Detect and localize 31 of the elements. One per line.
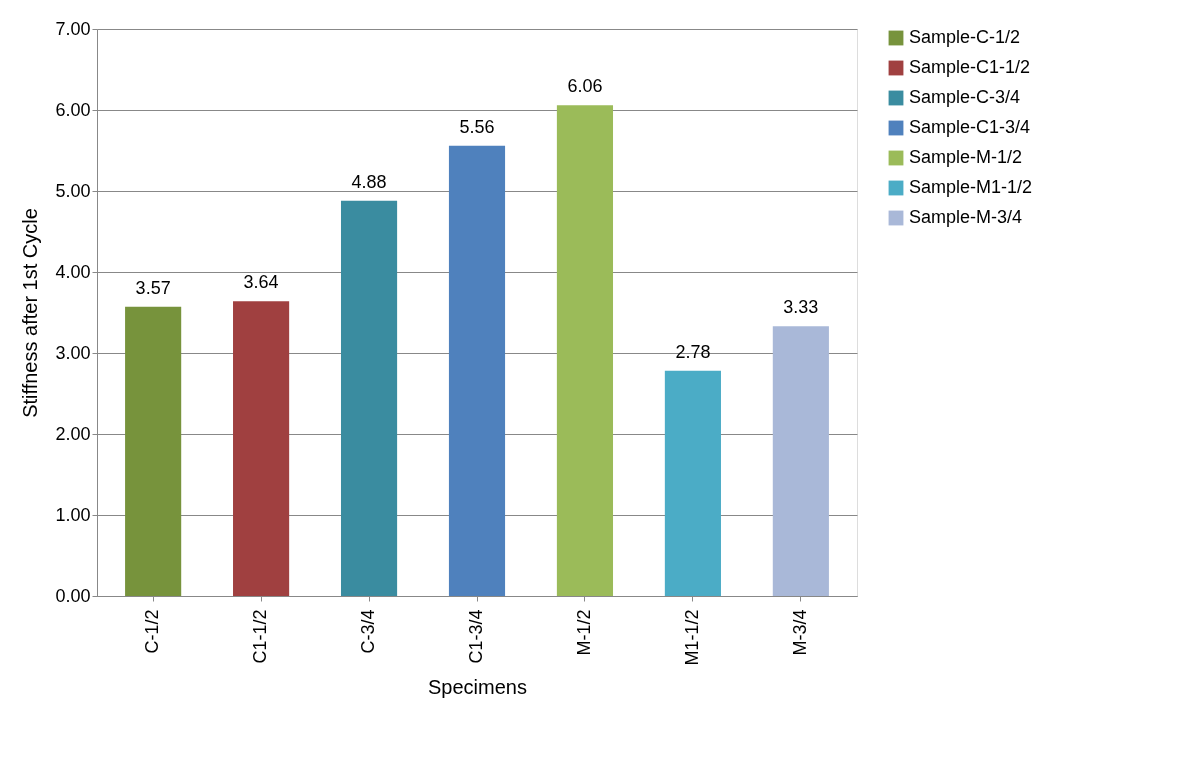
x-tick-label: C-1/2 bbox=[142, 609, 163, 654]
y-tick-label: 6.00 bbox=[55, 99, 91, 120]
legend-label: Sample-C-1/2 bbox=[909, 27, 1021, 47]
y-axis-title: Stiffness after 1st Cycle bbox=[19, 208, 42, 418]
y-tick-label: 0.00 bbox=[55, 585, 91, 606]
data-label: 5.56 bbox=[459, 116, 495, 137]
x-axis-title: Specimens bbox=[428, 675, 527, 698]
x-tick-label: M-1/2 bbox=[573, 609, 594, 656]
legend-label: Sample-C-3/4 bbox=[909, 87, 1021, 107]
y-tick-label: 7.00 bbox=[55, 18, 91, 39]
x-tick-label: C1-1/2 bbox=[250, 609, 271, 664]
legend-label: Sample-M-1/2 bbox=[909, 147, 1023, 167]
y-tick-label: 1.00 bbox=[55, 504, 91, 525]
x-tick-label: C-3/4 bbox=[358, 609, 379, 654]
y-tick-label: 2.00 bbox=[55, 423, 91, 444]
data-label: 3.57 bbox=[135, 277, 171, 298]
data-label: 4.88 bbox=[351, 171, 387, 192]
y-tick-label: 5.00 bbox=[55, 180, 91, 201]
x-tick-label: C1-3/4 bbox=[466, 609, 486, 664]
x-tick-label: M-3/4 bbox=[789, 609, 810, 656]
legend-label: Sample-M1-1/2 bbox=[909, 177, 1033, 197]
y-tick-label: 3.00 bbox=[55, 342, 91, 363]
data-label: 3.64 bbox=[243, 272, 279, 293]
legend-label: Sample-C1-1/2 bbox=[909, 57, 1031, 77]
data-label: 6.06 bbox=[567, 76, 603, 97]
y-tick-label: 4.00 bbox=[55, 261, 91, 282]
x-tick-label: M1-1/2 bbox=[681, 609, 702, 666]
legend-label: Sample-C1-3/4 bbox=[909, 117, 1031, 137]
legend-label: Sample-M-3/4 bbox=[909, 207, 1023, 227]
data-label: 3.33 bbox=[783, 297, 819, 318]
data-label: 2.78 bbox=[675, 341, 711, 362]
